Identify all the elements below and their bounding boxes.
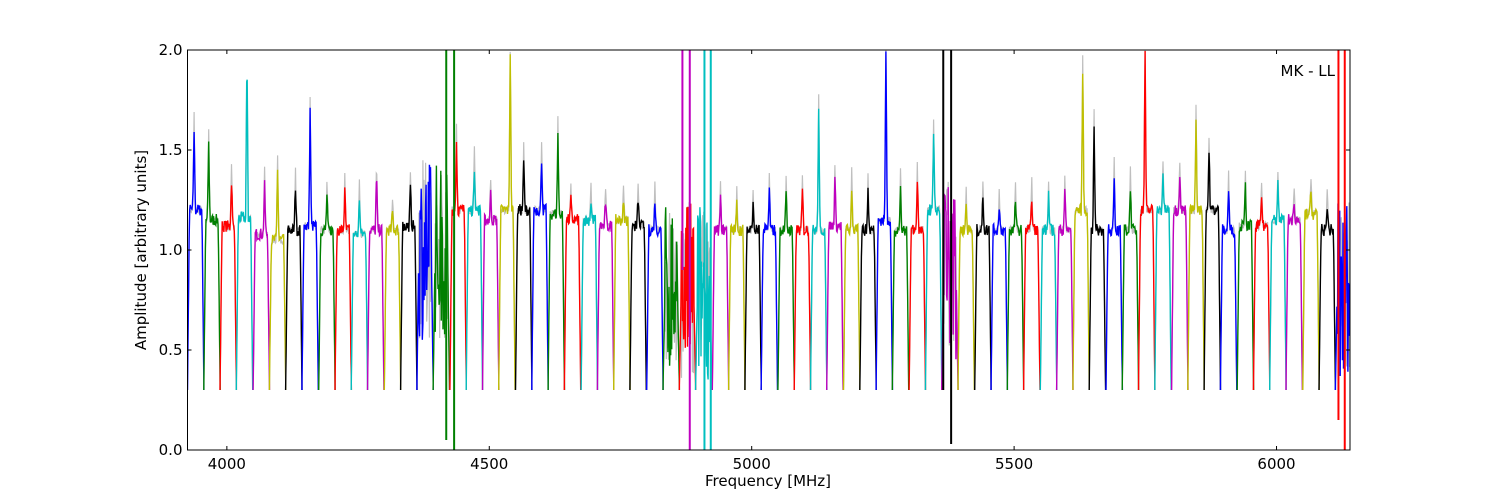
channel-line (777, 191, 795, 391)
channel-line (187, 131, 205, 391)
channel-line (727, 199, 746, 391)
series-layer (187, 50, 1350, 450)
channel-line (1269, 179, 1287, 391)
y-tick-label: 0.0 (159, 441, 183, 459)
channel-line (383, 210, 402, 391)
channel-line (481, 189, 500, 391)
channel-line (826, 176, 844, 391)
channel-line (465, 171, 484, 391)
channel-line (744, 201, 762, 391)
channel-line (301, 107, 319, 391)
channel-line (1039, 190, 1058, 391)
channel-line (318, 194, 336, 391)
channel-line (498, 54, 516, 391)
channel-line (1219, 191, 1238, 391)
channel-line (613, 202, 631, 391)
channel-line (399, 184, 418, 391)
channel-line (416, 164, 434, 391)
channel-line (449, 141, 467, 391)
channel-line (711, 194, 730, 391)
channel-line (1154, 173, 1172, 391)
channel-line (252, 180, 271, 391)
x-tick-label: 5000 (733, 455, 771, 473)
channel-line (580, 203, 599, 391)
channel-line (1006, 201, 1025, 391)
x-tick-label: 4500 (470, 455, 508, 473)
channel-line (941, 187, 959, 391)
channel-line (875, 51, 894, 391)
x-axis-label: Frequency [MHz] (705, 472, 831, 490)
channel-line (957, 203, 976, 391)
channel-line (859, 187, 877, 391)
channel-line (891, 185, 910, 391)
channel-line (514, 160, 533, 391)
channel-line (1137, 50, 1156, 391)
tick-layer: 4000 4500 5000 5500 6000 0.0 0.5 1.0 1.5 2.0 (159, 41, 1350, 473)
channel-line (1302, 191, 1320, 391)
channel-line (1236, 182, 1255, 391)
y-tick-label: 1.0 (159, 241, 183, 259)
channel-line (1105, 178, 1124, 391)
channel-line (1318, 209, 1337, 391)
y-tick-label: 2.0 (159, 41, 183, 59)
background-channel-line (891, 168, 910, 391)
channel-line (793, 188, 812, 391)
plot-annotation: MK - LL (1281, 62, 1336, 80)
y-tick-label: 0.5 (159, 341, 183, 359)
channel-line (366, 180, 385, 391)
channel-line (1285, 204, 1304, 391)
channel-line (1170, 176, 1189, 391)
channel-line (924, 133, 943, 391)
channel-line (662, 207, 681, 391)
x-tick-label: 5500 (995, 455, 1033, 473)
channel-line (809, 108, 828, 391)
channel-line (1055, 188, 1074, 391)
channel-line (990, 209, 1009, 391)
channel-line (596, 203, 615, 391)
channel-line (219, 185, 238, 391)
channel-line (563, 194, 582, 391)
channel-line (1022, 201, 1041, 391)
channel-line (203, 141, 221, 391)
channel-line (974, 197, 992, 391)
channel-line (350, 200, 369, 391)
channel-line (629, 202, 647, 391)
channel-line (1187, 119, 1205, 391)
channel-line (908, 181, 927, 391)
channel-line (760, 187, 779, 391)
channel-line (284, 190, 303, 391)
plot-area (187, 50, 1350, 450)
channel-line (531, 163, 549, 391)
channel-line (1203, 152, 1222, 391)
channel-line (1121, 191, 1140, 391)
channel-line (842, 190, 861, 391)
channel-line (235, 79, 254, 391)
x-tick-label: 4000 (208, 455, 246, 473)
y-tick-label: 1.5 (159, 141, 183, 159)
x-tick-label: 6000 (1257, 455, 1295, 473)
y-axis-label: Amplitude [arbitrary units] (132, 150, 150, 350)
channel-line (268, 169, 287, 391)
channel-line (646, 203, 664, 391)
channel-line (547, 132, 566, 391)
channel-line (334, 187, 353, 391)
channel-line (1088, 126, 1107, 391)
channel-line (1252, 197, 1271, 391)
channel-line (1072, 73, 1090, 391)
